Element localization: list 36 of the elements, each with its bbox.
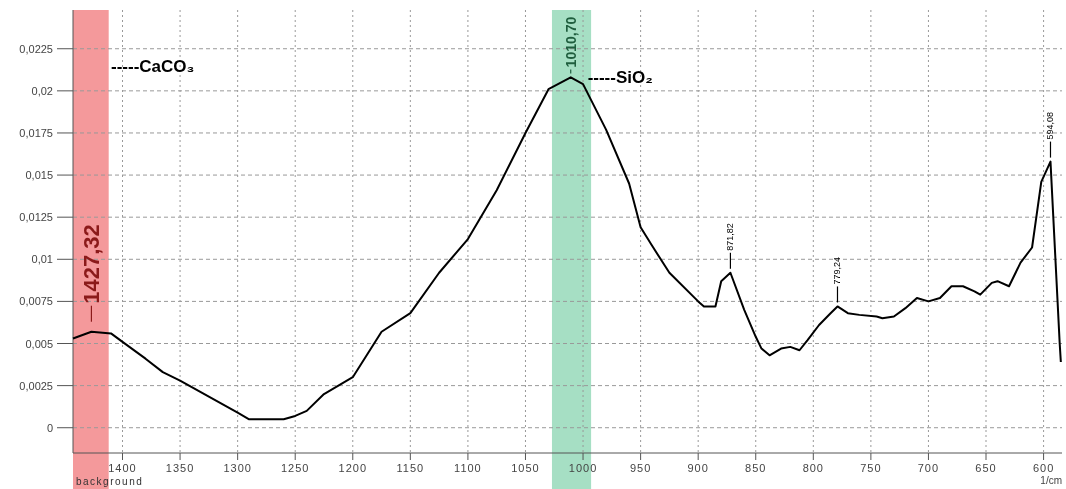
x-tick-label: 800	[802, 462, 824, 474]
x-tick-label: 1100	[454, 462, 482, 474]
annotation: 1010,70	[562, 16, 579, 68]
x-tick-label: 1350	[165, 462, 195, 474]
x-tick-label: 850	[745, 462, 767, 474]
y-tick-label: 0,02	[31, 84, 53, 97]
y-tick-label: 0,0125	[19, 211, 53, 224]
x-tick-label: 1200	[338, 462, 368, 474]
x-tick-label: 1050	[511, 462, 540, 474]
x-tick-label: 1250	[280, 462, 310, 474]
x-tick-label: 700	[917, 462, 940, 474]
y-tick-label: 0,0025	[19, 379, 53, 392]
x-tick-label: 1300	[223, 462, 252, 474]
x-tick-label: 750	[860, 462, 882, 474]
annotation: 1427,32	[78, 224, 104, 304]
x-axis-title: 1/cm	[1040, 475, 1062, 486]
x-tick-label: 600	[1032, 462, 1055, 474]
text: background	[76, 476, 144, 487]
y-tick-label: 0,005	[25, 337, 53, 350]
x-tick-label: 650	[975, 462, 997, 474]
y-tick-label: 0,01	[31, 253, 53, 266]
x-tick-label: 950	[629, 462, 652, 474]
x-tick-label: 1000	[568, 462, 598, 474]
y-tick-label: 0,0075	[19, 295, 53, 308]
y-tick-label: 0,015	[25, 169, 53, 182]
annotation: -----CaCO₃	[110, 56, 195, 76]
x-tick-label: 1400	[108, 462, 137, 474]
y-tick-label: 0	[46, 421, 53, 434]
y-tick-label: 0,0175	[19, 126, 53, 139]
annotation: 779,24	[832, 256, 843, 285]
annotation: -----SiO₂	[587, 67, 653, 87]
x-tick-label: 900	[687, 462, 709, 474]
y-tick-label: 0,0225	[19, 42, 53, 55]
annotation: 871,82	[725, 223, 736, 251]
x-tick-label: 1150	[396, 462, 425, 474]
annotation: 594,08	[1045, 112, 1056, 140]
